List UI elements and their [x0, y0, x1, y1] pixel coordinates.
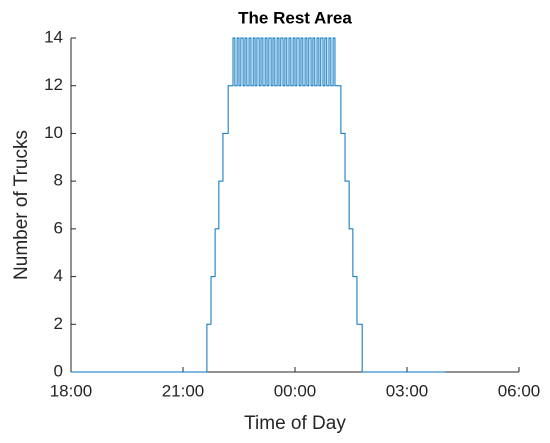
data-line — [71, 37, 446, 373]
y-axis-label: Number of Trucks — [11, 130, 32, 280]
chart-title: The Rest Area — [238, 8, 352, 27]
x-tick-label: 06:00 — [498, 381, 541, 400]
x-tick-label: 18:00 — [50, 381, 93, 400]
y-tick-label: 6 — [54, 218, 63, 237]
x-tick-label: 03:00 — [386, 381, 429, 400]
y-tick-label: 14 — [44, 27, 63, 46]
y-tick-label: 10 — [44, 123, 63, 142]
y-tick-label: 8 — [54, 171, 63, 190]
y-tick-label: 12 — [44, 75, 63, 94]
x-axis-label: Time of Day — [244, 413, 346, 434]
x-tick-label: 21:00 — [162, 381, 205, 400]
x-tick-label: 00:00 — [274, 381, 317, 400]
y-tick-label: 2 — [54, 314, 63, 333]
y-tick-label: 0 — [54, 361, 63, 380]
y-tick-label: 4 — [54, 266, 63, 285]
